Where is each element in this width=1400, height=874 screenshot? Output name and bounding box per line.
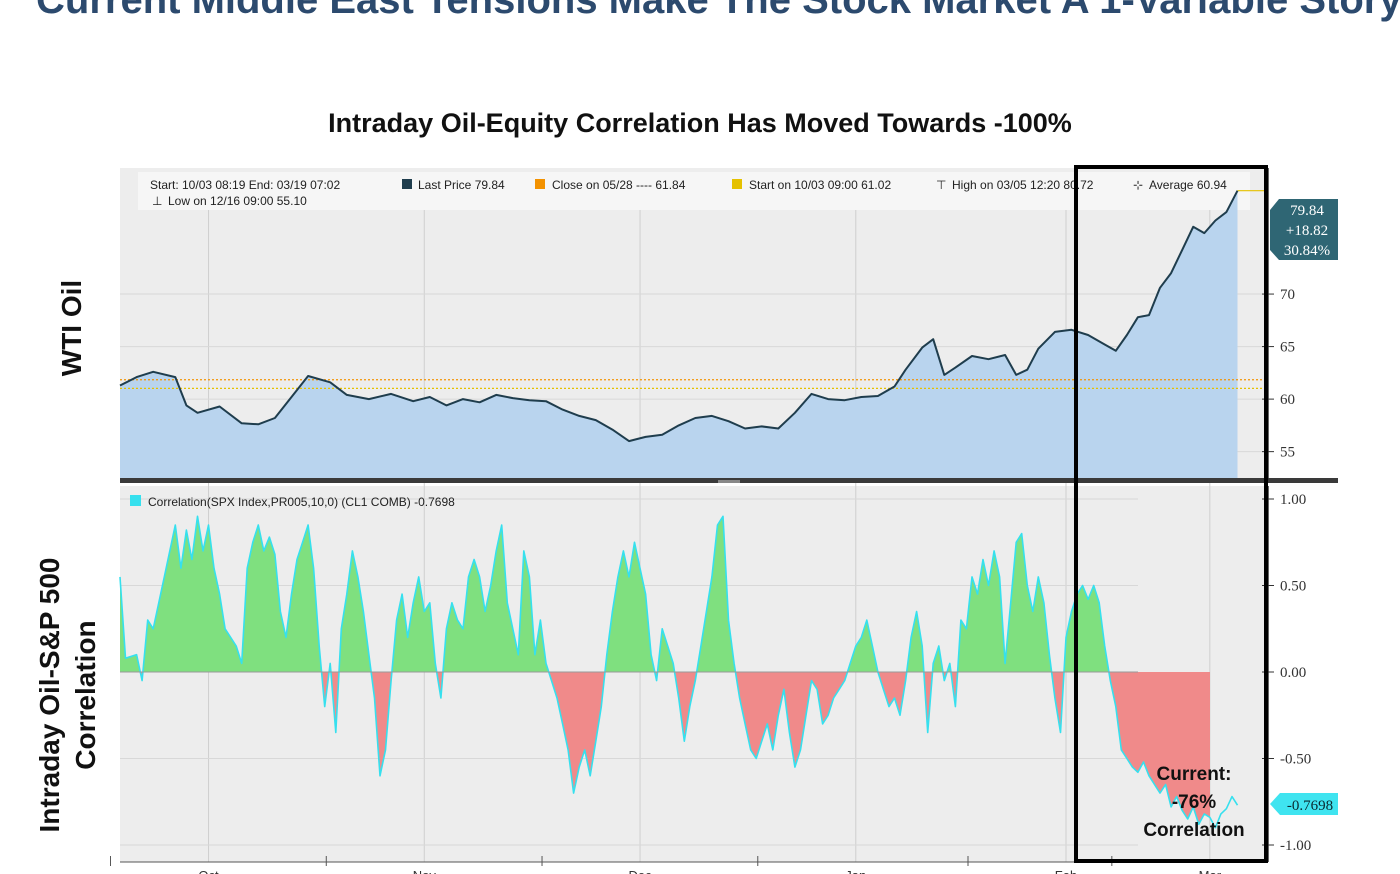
x-tick-label: Nov: [413, 868, 437, 874]
recent-period-highlight-box: [1074, 165, 1268, 863]
correlation-tick-label: 0.50: [1280, 579, 1306, 595]
price-legend-box: [138, 172, 1250, 210]
legend-close: Close on 05/28 ---- 61.84: [552, 178, 686, 192]
price-tick-label: 65: [1280, 340, 1295, 356]
current-correlation-tag: [1270, 793, 1338, 815]
legend-start: Start on 10/03 09:00 61.02: [749, 178, 891, 192]
correlation-legend: Correlation(SPX Index,PR005,10,0) (CL1 C…: [148, 495, 455, 509]
x-axis-ticks: Oct Nov Dec Jan Feb Mar: [110, 856, 1222, 874]
legend-start-swatch: [732, 179, 742, 189]
annotation-line1: Current:: [1157, 764, 1232, 785]
correlation-axis-ticks: 1.00 0.50 0.00 -0.50 -1.00: [1262, 492, 1311, 854]
legend-low-icon: ⊥: [152, 194, 162, 208]
x-tick-label: Feb: [1055, 868, 1077, 874]
last-price-change-pct: 30.84%: [1284, 243, 1330, 259]
correlation-legend-swatch: [130, 495, 141, 506]
annotation-line2: -76%: [1172, 792, 1216, 813]
last-price-tag: [1270, 199, 1338, 260]
x-tick-label: Dec: [628, 868, 652, 874]
last-price-change: +18.82: [1286, 223, 1328, 239]
correlation-line: [119, 515, 1239, 829]
legend-last-price-swatch: [402, 179, 412, 189]
correlation-tick-label: -1.00: [1280, 838, 1311, 854]
legend-high: High on 03/05 12:20 80.72: [952, 178, 1094, 192]
price-tick-label: 60: [1280, 392, 1295, 408]
legend-average-icon: ⊹: [1133, 178, 1143, 192]
positive-correlation-area: [120, 516, 1210, 672]
correlation-tick-label: -0.50: [1280, 752, 1311, 768]
annotation-line3: Correlation: [1143, 820, 1244, 841]
x-tick-label: Jan: [845, 868, 866, 874]
correlation-tick-label: 1.00: [1280, 492, 1306, 508]
x-tick-label: Oct: [198, 868, 219, 874]
legend-average: Average 60.94: [1149, 178, 1227, 192]
legend-last-price: Last Price 79.84: [418, 178, 505, 192]
price-area: [120, 190, 1238, 480]
price-tick-label: 55: [1280, 445, 1295, 461]
current-correlation-value: -0.7698: [1287, 798, 1333, 814]
slide-title: Current Middle East Tensions Make The St…: [36, 0, 1400, 22]
panel-divider-grip[interactable]: [718, 480, 740, 483]
chart-title: Intraday Oil-Equity Correlation Has Move…: [328, 108, 1072, 138]
price-tick-label: 70: [1280, 287, 1295, 303]
correlation-tick-label: 0.00: [1280, 665, 1306, 681]
last-price-value: 79.84: [1290, 203, 1324, 219]
x-tick-label: Mar: [1199, 868, 1222, 874]
price-line: [119, 190, 1239, 443]
legend-low: Low on 12/16 09:00 55.10: [168, 194, 307, 208]
legend-date-range: Start: 10/03 08:19 End: 03/19 07:02: [150, 178, 340, 192]
legend-high-icon: ⊤: [936, 178, 946, 192]
legend-close-swatch: [535, 179, 545, 189]
